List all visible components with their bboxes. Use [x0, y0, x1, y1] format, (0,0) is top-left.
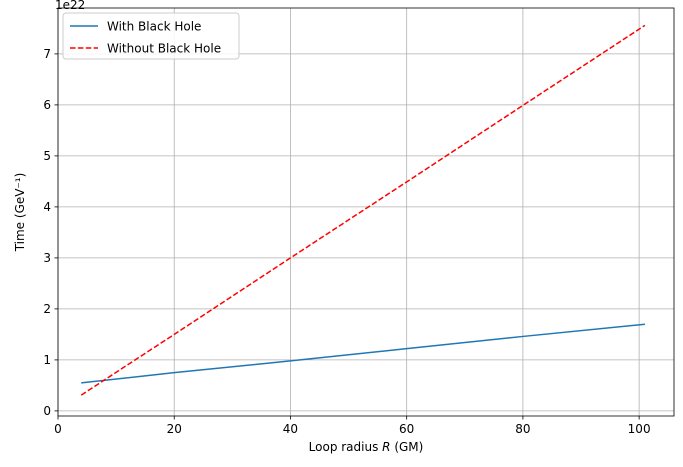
series-lines: [80, 24, 646, 396]
y-tick-label: 3: [43, 251, 51, 265]
x-tick-label: 60: [399, 422, 414, 436]
legend: With Black Hole Without Black Hole: [62, 12, 240, 60]
y-tick-label: 6: [43, 98, 51, 112]
y-tick-label: 2: [43, 302, 51, 316]
x-axis-label-suffix: (GM): [391, 440, 424, 454]
x-tick-label: 20: [167, 422, 182, 436]
legend-label: With Black Hole: [107, 19, 201, 33]
x-axis-label: Loop radius R (GM): [309, 440, 424, 454]
y-offset-label: 1e22: [55, 0, 85, 12]
x-tick-label: 100: [628, 422, 651, 436]
legend-box: [62, 12, 240, 60]
grid: [57, 8, 674, 416]
series-line-0: [81, 323, 646, 384]
y-tick-label: 5: [43, 149, 51, 163]
y-tick-label: 0: [43, 404, 51, 418]
x-axis-label-variable: R: [382, 440, 390, 454]
x-axis-label-prefix: Loop radius: [309, 440, 383, 454]
y-tick-label: 4: [43, 200, 51, 214]
y-tick-label: 7: [43, 47, 51, 61]
y-axis-label: Time (GeV⁻¹): [13, 173, 27, 253]
axis-ticks: 0 20 40 60 80 100 0 1 2 3 4 5 6 7: [43, 47, 650, 436]
series-line-1: [80, 24, 646, 396]
y-tick-label: 1: [43, 353, 51, 367]
x-tick-label: 80: [515, 422, 530, 436]
legend-label: Without Black Hole: [107, 41, 221, 55]
plot-frame: [57, 7, 675, 417]
x-tick-label: 40: [283, 422, 298, 436]
x-tick-label: 0: [54, 422, 62, 436]
